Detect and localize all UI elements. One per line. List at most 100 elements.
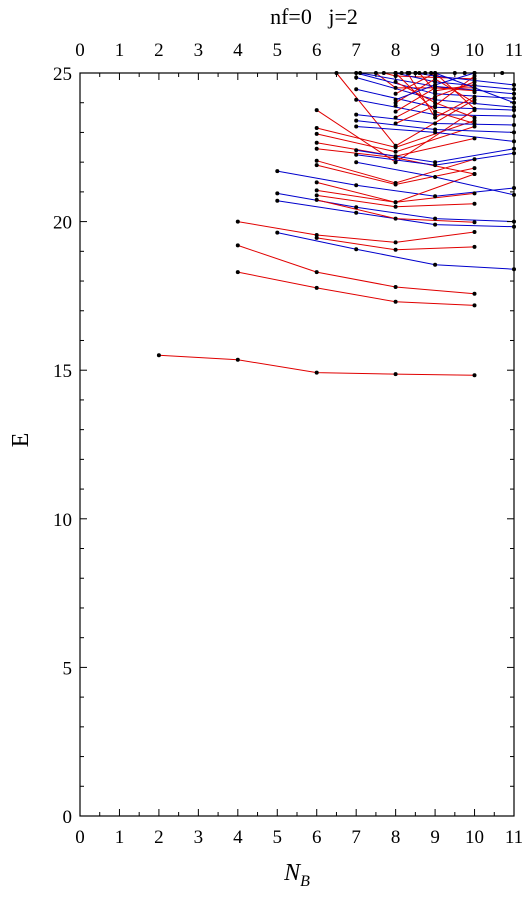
data-point-44-0 [393, 97, 398, 102]
data-point-3-2 [393, 240, 398, 245]
extra-point-10 [433, 90, 438, 95]
data-point-25-0 [354, 148, 359, 153]
data-point-18-2 [472, 118, 477, 123]
x-tick-label-top-11: 11 [505, 40, 523, 61]
data-point-1-1 [314, 285, 319, 290]
x-tick-label-top-7: 7 [351, 40, 361, 61]
series-layer [158, 72, 515, 376]
data-point-14-0 [314, 158, 319, 163]
data-point-2-3 [472, 291, 477, 296]
data-point-39-0 [393, 91, 398, 96]
data-point-4-1 [393, 247, 398, 252]
data-point-23-1 [433, 175, 438, 179]
extra-point-13 [393, 103, 398, 108]
series-line-12 [316, 173, 475, 203]
x-tick-label-bottom-2: 2 [154, 827, 164, 848]
data-point-24-0 [354, 152, 359, 157]
chart-title: nf=0 j=2 [270, 4, 358, 29]
data-point-11-0 [314, 188, 319, 193]
x-tick-label-top-1: 1 [115, 40, 125, 61]
data-point-6-1 [354, 210, 359, 215]
data-point-13-0 [314, 163, 319, 168]
data-point-8-0 [275, 169, 280, 174]
data-point-7-2 [433, 216, 438, 221]
data-point-30-0 [354, 87, 359, 92]
data-point-13-2 [472, 166, 477, 171]
data-point-42-1 [433, 115, 438, 120]
data-point-25-1 [433, 160, 438, 165]
x-tick-label-top-5: 5 [273, 40, 283, 61]
data-point-7-1 [354, 205, 359, 210]
data-point-17-0 [314, 131, 319, 136]
data-point-27-0 [354, 118, 359, 123]
data-point-39-2 [472, 106, 477, 111]
data-point-17-1 [393, 149, 398, 154]
data-point-41-2 [472, 121, 477, 126]
y-tick-label-4: 20 [53, 213, 72, 234]
x-tick-label-bottom-0: 0 [75, 827, 85, 848]
x-tick-label-bottom-10: 10 [465, 827, 484, 848]
data-point-23-0 [354, 160, 359, 165]
data-point-19-0 [314, 108, 319, 113]
data-point-29-1 [433, 112, 438, 117]
data-point-0-1 [235, 357, 240, 362]
x-tick-label-bottom-3: 3 [194, 827, 204, 848]
series-line-2 [237, 244, 475, 295]
data-point-26-1 [433, 130, 438, 135]
data-point-16-1 [393, 154, 398, 159]
data-point-12-0 [314, 180, 319, 185]
data-point-42-2 [472, 94, 477, 99]
data-point-35-0 [393, 121, 398, 126]
data-point-6-0 [275, 198, 280, 203]
data-point-10-0 [314, 193, 319, 198]
data-point-11-2 [472, 191, 477, 196]
data-point-36-0 [393, 115, 398, 120]
data-point-34-1 [433, 79, 438, 84]
data-point-3-0 [235, 219, 240, 224]
data-point-0-2 [314, 370, 319, 375]
data-point-2-1 [314, 270, 319, 275]
x-tick-label-top-8: 8 [391, 40, 401, 61]
data-point-40-0 [393, 79, 398, 84]
data-point-20-1 [393, 143, 398, 148]
data-point-40-1 [433, 100, 438, 105]
data-point-3-3 [472, 230, 477, 234]
data-point-24-1 [433, 163, 438, 168]
data-point-9-2 [472, 220, 477, 225]
plot-frame [79, 72, 515, 817]
x-tick-label-top-3: 3 [194, 40, 204, 61]
y-tick-label-5: 25 [53, 64, 72, 85]
x-tick-label-bottom-4: 4 [233, 827, 243, 848]
data-point-37-0 [393, 109, 398, 114]
data-point-8-1 [354, 183, 359, 188]
data-point-40-2 [472, 115, 477, 120]
data-point-16-2 [472, 136, 477, 141]
y-tick-label-3: 15 [53, 361, 72, 382]
extra-point-11 [433, 96, 438, 101]
data-point-28-0 [354, 112, 359, 117]
data-point-5-0 [275, 230, 280, 235]
x-tick-label-bottom-9: 9 [430, 827, 440, 848]
data-point-21-1 [393, 85, 398, 90]
x-tick-label-top-9: 9 [430, 40, 440, 61]
series-line-6 [277, 200, 515, 228]
data-point-14-1 [393, 181, 398, 185]
data-point-17-2 [472, 124, 477, 129]
data-point-38-0 [393, 100, 398, 105]
data-point-10-1 [393, 204, 398, 209]
series-line-5 [277, 232, 515, 270]
x-tick-label-bottom-5: 5 [273, 827, 283, 848]
data-point-1-2 [393, 299, 398, 304]
data-point-9-0 [314, 197, 319, 202]
x-tick-label-top-4: 4 [233, 40, 243, 61]
x-tick-label-top-6: 6 [312, 40, 322, 61]
data-point-44-1 [433, 82, 438, 87]
data-point-9-1 [393, 216, 398, 221]
data-point-14-2 [472, 157, 477, 162]
data-point-0-0 [156, 353, 161, 358]
y-tick-label-2: 10 [53, 510, 72, 531]
series-line-3 [237, 221, 475, 243]
data-point-1-3 [472, 303, 477, 308]
data-point-35-1 [433, 103, 438, 108]
